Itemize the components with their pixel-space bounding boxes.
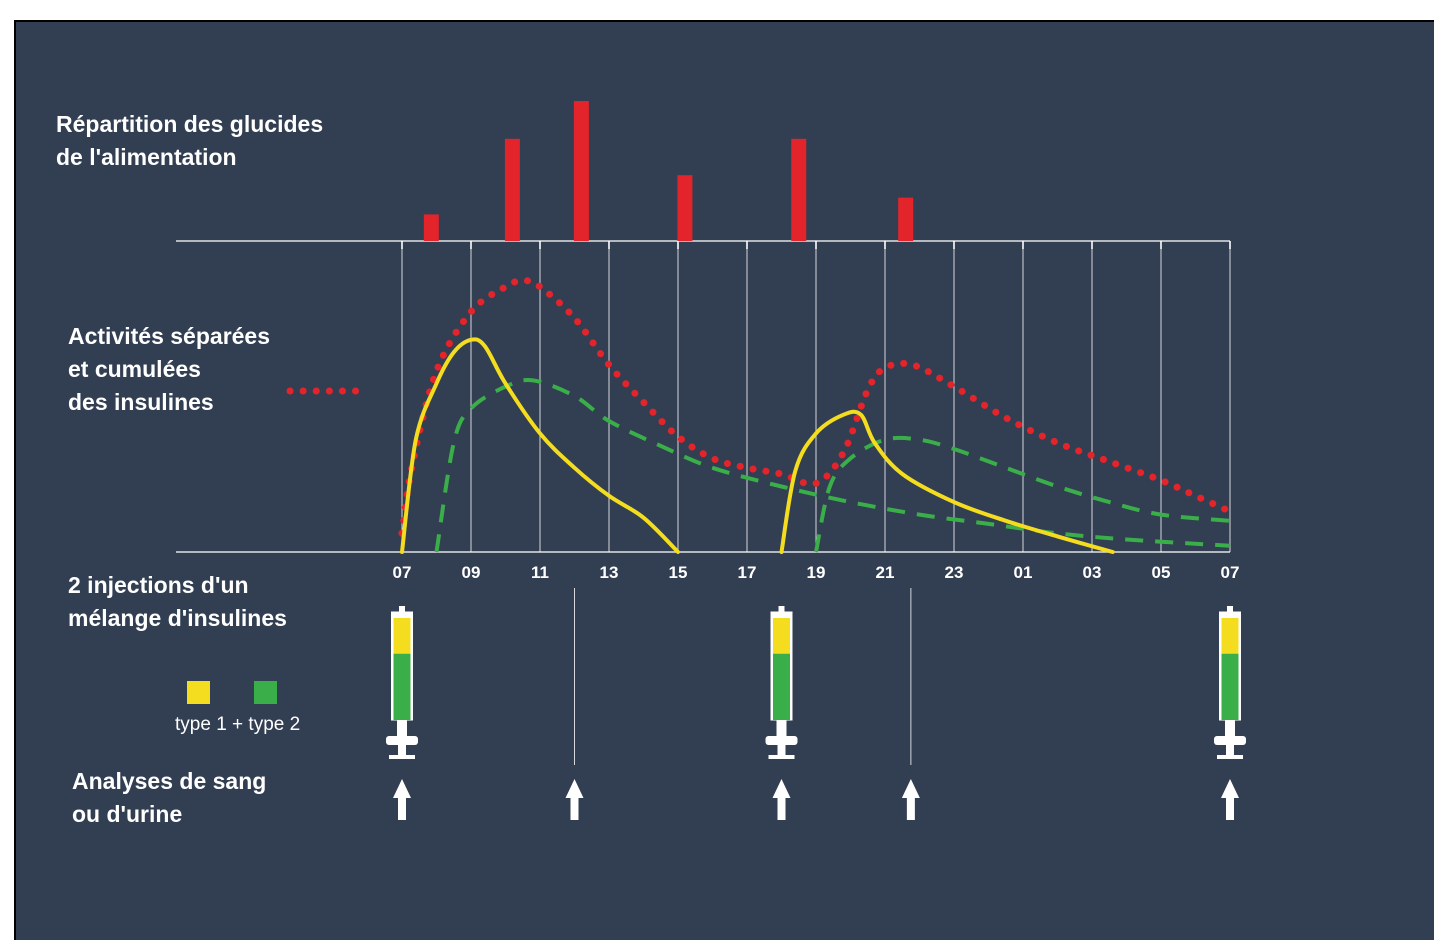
injections-label-line-2: mélange d'insulines — [68, 605, 287, 631]
legend: type 1 + type 2 — [175, 681, 300, 735]
meal-bar — [423, 214, 439, 241]
syringe-needle-tip — [778, 606, 785, 612]
meal-bar — [898, 197, 914, 241]
analyses-label-line-2: ou d'urine — [72, 801, 183, 827]
syringe-needle-tip — [399, 606, 405, 612]
activity-label-line-3: des insulines — [68, 389, 214, 415]
syringe-type1-fill — [773, 618, 790, 654]
meals-label-line-1: Répartition des glucides — [56, 111, 324, 137]
x-tick-label: 05 — [1152, 563, 1171, 582]
x-tick-label: 03 — [1083, 563, 1102, 582]
activity-label: Activités séparées et cumulées des insul… — [68, 320, 270, 419]
meal-bar — [791, 138, 807, 241]
syringe-type2-fill — [1221, 653, 1239, 720]
meal-bars — [423, 101, 914, 241]
x-tick-label: 15 — [669, 563, 688, 582]
syringe-plunger-rod — [397, 720, 407, 736]
x-tick-label: 21 — [876, 563, 895, 582]
analyses-label: Analyses de sang ou d'urine — [72, 765, 266, 831]
meal-bar — [504, 138, 520, 241]
analyses-label-line-1: Analyses de sang — [72, 768, 267, 794]
curve-type1-evening — [779, 409, 1115, 554]
syringe-needle-tip — [1227, 606, 1233, 612]
activity-label-line-2: et cumulées — [68, 356, 201, 382]
syringe-plunger-head — [768, 755, 795, 759]
syringe-plunger-rod — [776, 720, 787, 736]
x-tick-label: 17 — [738, 563, 757, 582]
x-tick-label: 09 — [462, 563, 481, 582]
syringe-plunger-stem — [1226, 745, 1234, 755]
syringe-flange — [386, 736, 418, 745]
syringe-plunger-stem — [398, 745, 406, 755]
analysis-arrow-shaft — [906, 795, 915, 820]
syringe-icon — [386, 606, 418, 759]
meals-label: Répartition des glucides de l'alimentati… — [56, 108, 323, 174]
analysis-arrow-head — [565, 779, 584, 798]
analysis-arrow-head — [393, 779, 411, 798]
syringe-type2-fill — [393, 653, 411, 720]
legend-type1-swatch — [187, 681, 210, 704]
syringe-plunger-rod — [1225, 720, 1235, 736]
x-tick-label: 07 — [393, 563, 412, 582]
analysis-arrow-shaft — [570, 795, 579, 820]
x-tick-label: 19 — [807, 563, 826, 582]
analysis-arrow-head — [901, 779, 920, 798]
analysis-arrow-shaft — [777, 795, 786, 820]
injections-label: 2 injections d'un mélange d'insulines — [68, 569, 287, 635]
x-tick-label: 01 — [1014, 563, 1033, 582]
syringe-flange — [1214, 736, 1246, 745]
analysis-arrow-head — [772, 779, 791, 798]
x-tick-label: 13 — [600, 563, 619, 582]
activity-label-line-1: Activités séparées — [68, 323, 271, 349]
curve-type1-morning — [400, 337, 680, 554]
syringe-flange — [765, 736, 798, 745]
analysis-arrow-shaft — [1226, 795, 1234, 820]
syringe-type2-fill — [773, 653, 790, 720]
injections-label-line-1: 2 injections d'un — [68, 572, 249, 598]
syringe-type1-fill — [1221, 618, 1239, 654]
legend-text: type 1 + type 2 — [175, 714, 300, 735]
time-grid — [176, 240, 1231, 553]
meal-bar — [573, 101, 589, 241]
curve-type2-evening — [814, 435, 1231, 553]
syringe-icon — [1214, 606, 1246, 759]
x-tick-label: 07 — [1221, 563, 1240, 582]
legend-type2-swatch — [254, 681, 277, 704]
schedule-section — [386, 588, 1246, 820]
x-tick-label: 23 — [945, 563, 964, 582]
syringe-plunger-head — [1217, 755, 1243, 759]
insulin-curves — [286, 277, 1234, 554]
meal-bar — [677, 175, 693, 241]
x-tick-label: 11 — [531, 563, 549, 582]
syringe-plunger-stem — [777, 745, 786, 755]
x-axis-tick-labels: 07 09 11 13 15 17 19 21 23 01 03 05 07 — [393, 563, 1240, 582]
syringe-icon — [765, 606, 798, 759]
analysis-arrow-shaft — [398, 795, 406, 820]
diagram-panel — [14, 20, 1434, 940]
meals-label-line-2: de l'alimentation — [56, 144, 237, 170]
curve-cumulative — [398, 277, 1234, 537]
analysis-arrow-head — [1221, 779, 1239, 798]
syringe-plunger-head — [389, 755, 415, 759]
syringe-type1-fill — [393, 618, 411, 654]
